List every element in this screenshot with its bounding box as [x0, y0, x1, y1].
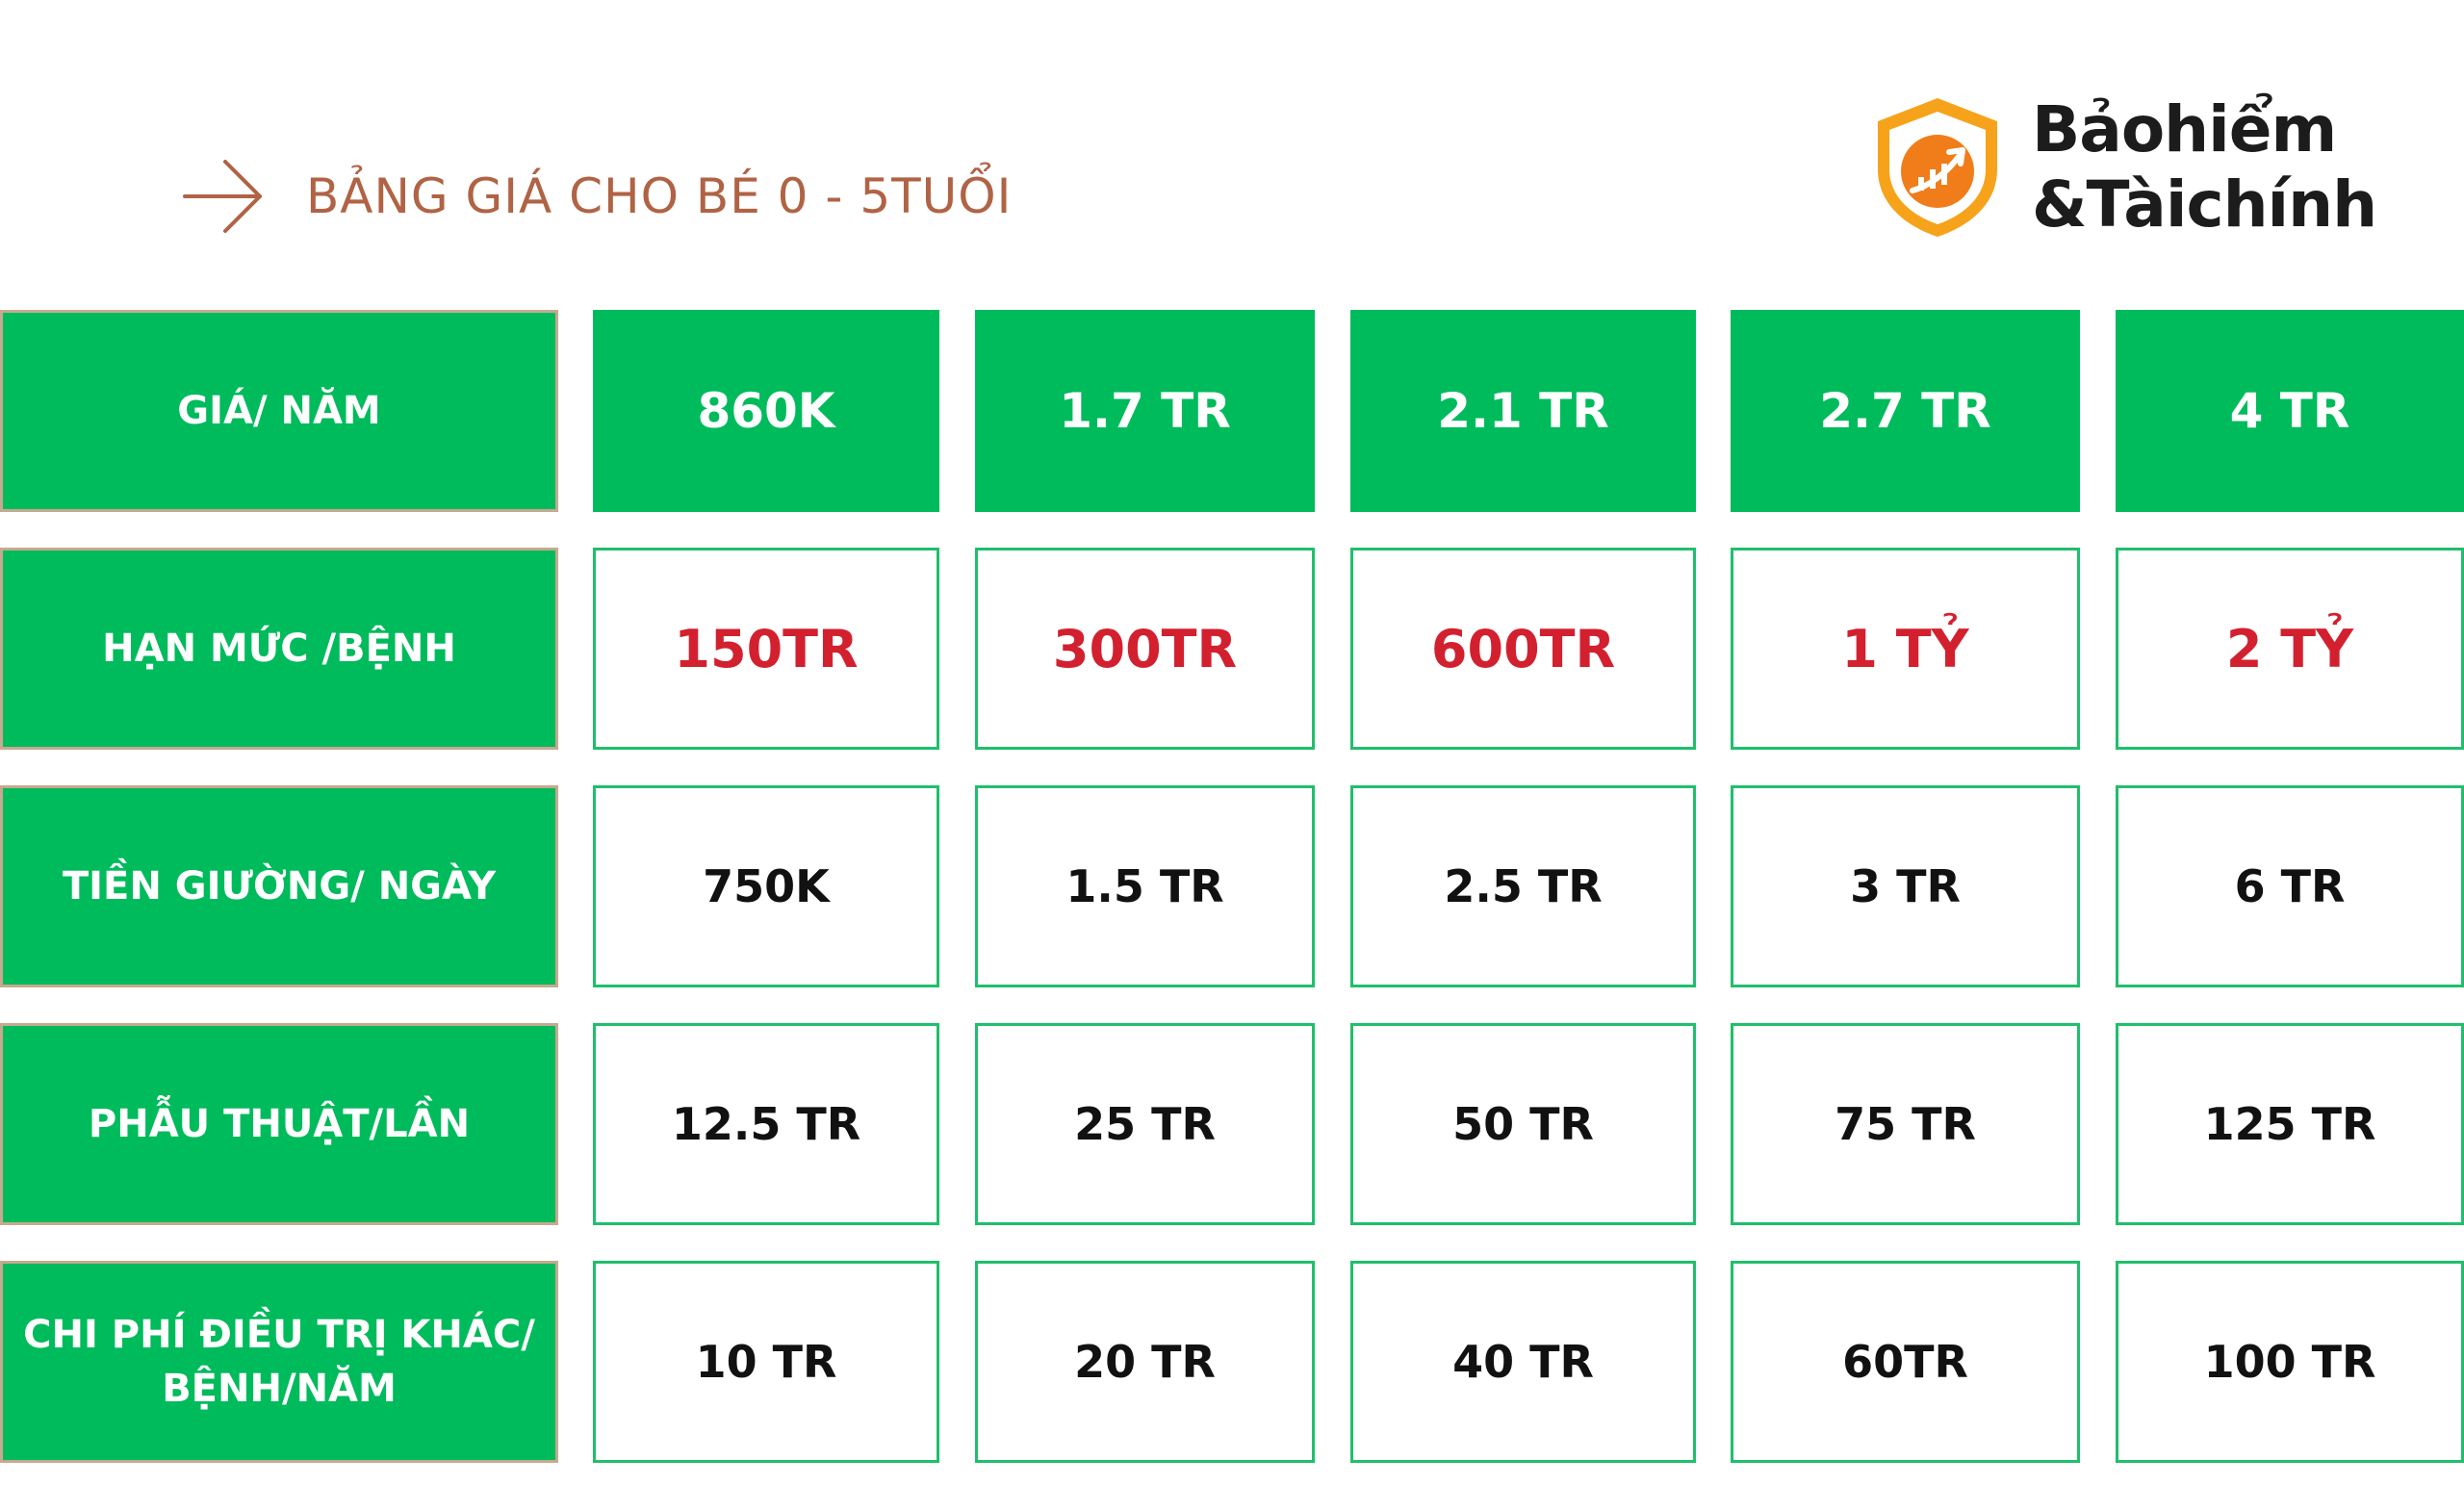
price-cell: 1.7 TR — [975, 310, 1315, 512]
table-cell: 60TR — [1731, 1261, 2080, 1463]
row-label-bed: TIỀN GIƯỜNG/ NGÀY — [0, 785, 558, 987]
price-cell: 2.7 TR — [1731, 310, 2080, 512]
table-cell: 300TR — [975, 548, 1315, 750]
table-cell: 40 TR — [1350, 1261, 1696, 1463]
price-cell: 860K — [593, 310, 939, 512]
table-cell: 2.5 TR — [1350, 785, 1696, 987]
table-cell: 25 TR — [975, 1023, 1315, 1225]
shield-growth-icon — [1878, 98, 1997, 237]
table-cell: 20 TR — [975, 1261, 1315, 1463]
table-cell: 1.5 TR — [975, 785, 1315, 987]
table-cell: 12.5 TR — [593, 1023, 939, 1225]
brand-line-2: &Tàichính — [2032, 167, 2377, 242]
table-cell: 10 TR — [593, 1261, 939, 1463]
table-cell: 1 TỶ — [1731, 548, 2080, 750]
table-cell: 75 TR — [1731, 1023, 2080, 1225]
row-label-price: GIÁ/ NĂM — [0, 310, 558, 512]
brand-logo: Bảohiểm &Tàichính — [1872, 92, 2377, 243]
row-label-coverage: HẠN MỨC /BỆNH — [0, 548, 558, 750]
row-label-other: CHI PHÍ ĐIỀU TRỊ KHÁC/ BỆNH/NĂM — [0, 1261, 558, 1463]
row-label-surgery: PHẪU THUẬT/LẦN — [0, 1023, 558, 1225]
table-cell: 50 TR — [1350, 1023, 1696, 1225]
table-cell: 125 TR — [2116, 1023, 2464, 1225]
table-cell: 750K — [593, 785, 939, 987]
page-header: BẢNG GIÁ CHO BÉ 0 - 5TUỔI — [183, 156, 1012, 237]
arrow-right-icon — [183, 160, 262, 233]
table-cell: 6 TR — [2116, 785, 2464, 987]
table-cell: 600TR — [1350, 548, 1696, 750]
table-cell: 2 TỶ — [2116, 548, 2464, 750]
table-cell: 3 TR — [1731, 785, 2080, 987]
brand-line-1: Bảohiểm — [2032, 92, 2337, 166]
page-title: BẢNG GIÁ CHO BÉ 0 - 5TUỔI — [306, 168, 1013, 224]
price-cell: 2.1 TR — [1350, 310, 1696, 512]
table-cell: 100 TR — [2116, 1261, 2464, 1463]
brand-name: Bảohiểm &Tàichính — [2032, 92, 2377, 243]
price-cell: 4 TR — [2116, 310, 2464, 512]
table-cell: 150TR — [593, 548, 939, 750]
